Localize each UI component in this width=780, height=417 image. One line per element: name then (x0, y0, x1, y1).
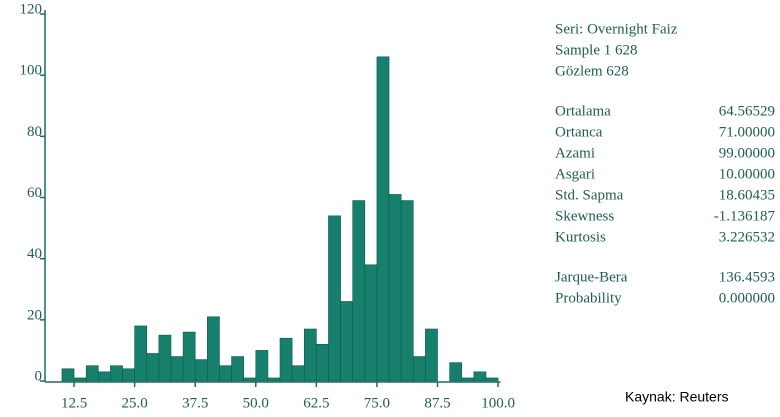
bar (400, 200, 414, 382)
bar (158, 334, 172, 382)
x-tick-label: 50.0 (243, 395, 269, 411)
stat-value: 99.00000 (719, 145, 775, 161)
bar (98, 371, 111, 382)
stat-value: 18.60435 (719, 187, 775, 203)
bar (279, 337, 293, 382)
stat-value: 10.00000 (719, 166, 775, 182)
bar (267, 377, 281, 382)
bar (61, 368, 75, 382)
stat-value: 64.56529 (719, 103, 775, 119)
bar (485, 377, 499, 382)
bar (134, 325, 148, 382)
stat-header: Gözlem 628 (555, 63, 629, 79)
stat-label: Std. Sapma (555, 187, 624, 203)
stat-label: Ortalama (555, 103, 611, 119)
stat-value: 71.00000 (719, 124, 775, 140)
x-tick-label: 37.5 (182, 395, 208, 411)
stat-label: Probability (555, 290, 622, 306)
stat-label: Skewness (555, 208, 614, 224)
x-tick-label: 25.0 (122, 395, 148, 411)
bar (364, 264, 378, 382)
stat-label: Ortanca (555, 124, 603, 140)
stat-value: 3.226532 (719, 229, 775, 245)
stat-header: Sample 1 628 (555, 42, 638, 58)
bar (146, 353, 160, 382)
bar (291, 365, 305, 382)
bar (207, 316, 220, 382)
stat-label: Azami (555, 145, 595, 161)
bar (376, 56, 390, 382)
stat-value: 0.000000 (719, 290, 775, 306)
bar (388, 194, 402, 382)
bar (110, 365, 123, 382)
x-tick-label: 87.5 (424, 395, 450, 411)
y-tick-label: 80 (27, 124, 42, 140)
y-tick-label: 60 (27, 185, 42, 201)
bar (231, 356, 244, 382)
bar (449, 362, 463, 382)
y-tick-label: 40 (27, 246, 42, 262)
bar (328, 215, 341, 382)
stat-value: 136.4593 (719, 269, 775, 285)
bar (122, 368, 135, 382)
y-tick-label: 100 (20, 63, 43, 79)
x-tick-label: 62.5 (303, 395, 329, 411)
y-tick-label: 20 (27, 307, 42, 323)
bar (340, 301, 354, 382)
bar (425, 328, 438, 382)
stat-label: Asgari (555, 166, 595, 182)
bar (219, 365, 232, 382)
bar (170, 356, 184, 382)
bar (182, 331, 196, 382)
source: Kaynak: Reuters (625, 389, 729, 405)
bar (461, 377, 475, 382)
x-tick-label: 100.0 (481, 395, 515, 411)
stat-header: Seri: Overnight Faiz (555, 21, 678, 37)
stat-label: Jarque-Bera (555, 269, 628, 285)
bar (194, 359, 208, 382)
bar (316, 343, 329, 382)
bar (303, 328, 317, 382)
stat-label: Kurtosis (555, 229, 606, 245)
x-tick-label: 75.0 (364, 395, 390, 411)
y-tick-label: 0 (35, 368, 43, 384)
bar (473, 371, 487, 382)
bar (352, 200, 366, 382)
bar (255, 350, 269, 382)
stat-value: -1.136187 (714, 208, 776, 224)
y-tick-label: 120 (20, 1, 43, 17)
bar (73, 377, 87, 382)
bar (412, 356, 426, 382)
bar (85, 365, 99, 382)
x-tick-label: 12.5 (61, 395, 87, 411)
bar (243, 377, 257, 382)
